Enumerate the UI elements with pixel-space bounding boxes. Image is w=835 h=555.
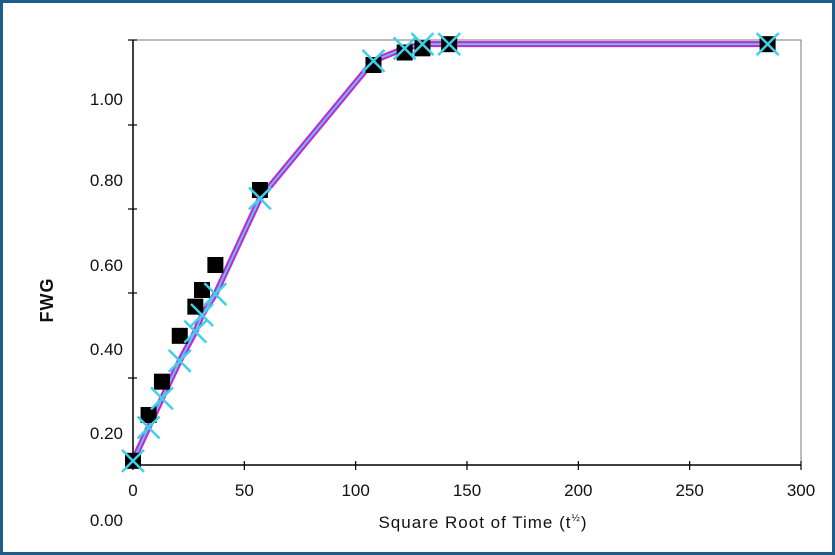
observed-point: [194, 282, 211, 298]
model-point: [755, 32, 780, 57]
data-markers: [121, 32, 780, 473]
chart-canvas: 0 50 100 150 200 250 300 0.00 0.20 0.40 0.60 0.80 1…: [37, 32, 815, 532]
model-point-stroke: [361, 48, 386, 73]
model-point-stroke: [755, 32, 780, 57]
plot-border: [132, 39, 802, 466]
model-point-stroke: [437, 32, 462, 57]
x-axis-title-main: Square Root of Time (t: [378, 513, 571, 532]
x-tick-label: 200: [564, 481, 592, 500]
y-axis-ticks: 0.00 0.20 0.40 0.60 0.80 1.00: [90, 39, 137, 530]
observed-point: [251, 182, 268, 198]
y-tick-label: 0.60: [90, 256, 123, 275]
observed-point: [396, 44, 413, 61]
model-point-stroke: [167, 348, 192, 373]
x-tick-label: 100: [341, 481, 369, 500]
model-point: [203, 282, 228, 307]
observed-point: [153, 373, 170, 390]
model-point-stroke: [248, 186, 272, 211]
model-point-stroke: [203, 282, 228, 307]
x-tick-label: 50: [235, 481, 254, 500]
y-axis-title: FWG: [37, 278, 57, 323]
model-point: [190, 303, 214, 327]
model-point: [248, 186, 272, 211]
model-point-stroke: [392, 36, 417, 61]
x-axis-title-superscript: ½: [572, 513, 581, 524]
model-point-stroke: [183, 319, 208, 344]
model-point-stroke: [150, 386, 174, 411]
model-point-stroke: [190, 303, 214, 327]
observed-point: [414, 40, 431, 57]
observed-point: [140, 407, 157, 423]
model-point: [167, 348, 192, 373]
observed-point: [365, 57, 382, 73]
model-point: [361, 48, 386, 73]
model-point-stroke: [136, 415, 161, 440]
model-point: [121, 448, 145, 473]
x-axis-title: Square Root of Time (t½): [378, 513, 587, 532]
model-point: [410, 32, 435, 57]
x-axis-ticks: 0 50 100 150 200 250 300: [128, 461, 815, 500]
x-tick-label: 300: [787, 481, 815, 500]
y-tick-label: 1.00: [90, 90, 123, 109]
model-point: [437, 32, 462, 57]
plot-area: [132, 39, 802, 466]
observed-point: [207, 257, 224, 273]
x-tick-label: 0: [128, 481, 137, 500]
x-axis-title-close: ): [581, 513, 588, 532]
model-point-stroke: [410, 32, 435, 57]
y-tick-label: 0.20: [90, 424, 123, 443]
y-tick-label: 0.80: [90, 171, 123, 190]
y-tick-label: 0.40: [90, 340, 123, 359]
x-tick-label: 150: [453, 481, 481, 500]
y-tick-label: 0.00: [90, 511, 123, 530]
model-point: [183, 319, 208, 344]
model-point: [136, 415, 161, 440]
x-tick-label: 250: [675, 481, 703, 500]
model-point-stroke: [121, 448, 145, 473]
observed-point: [171, 327, 188, 344]
model-point: [150, 386, 174, 411]
